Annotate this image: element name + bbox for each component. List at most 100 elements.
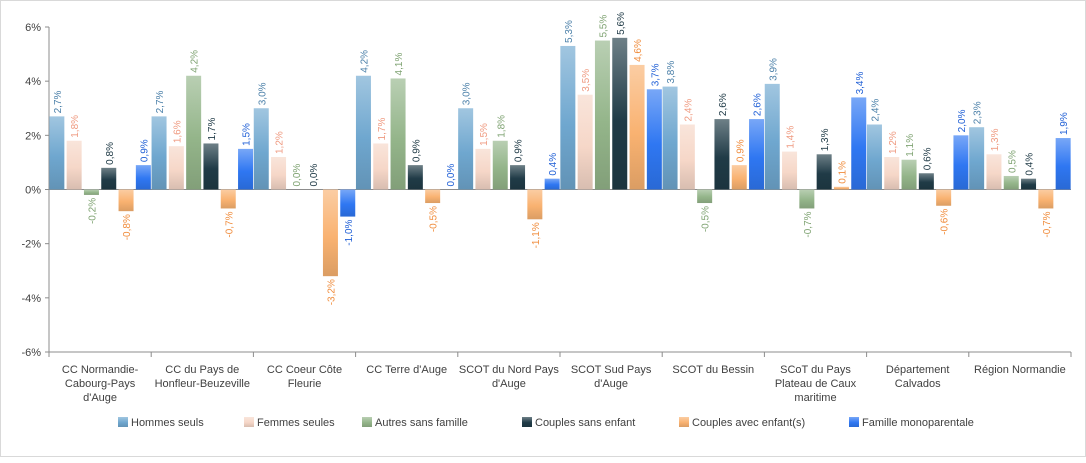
data-label: 1,4% — [786, 126, 797, 149]
data-label: 2,7% — [155, 90, 166, 113]
data-label: 4,1% — [394, 53, 405, 76]
bar — [407, 165, 423, 190]
bar — [66, 140, 82, 190]
data-label: 4,2% — [359, 50, 370, 73]
bar — [782, 151, 798, 190]
data-label: 0,9% — [139, 139, 150, 162]
data-label: 2,6% — [753, 93, 764, 116]
legend-label: Couples avec enfant(s) — [692, 417, 805, 429]
data-label: 2,0% — [957, 109, 968, 132]
bar — [901, 159, 917, 190]
bar — [731, 165, 747, 190]
data-label: 3,0% — [257, 82, 268, 105]
category-label: d'Auge — [492, 378, 526, 390]
category-label: CC du Pays de — [165, 364, 239, 376]
category-label: maritime — [794, 392, 836, 404]
legend-swatch — [118, 417, 128, 427]
data-label: -0,8% — [122, 214, 133, 240]
data-label: 2,7% — [53, 90, 64, 113]
data-label: 0,6% — [922, 147, 933, 170]
bar — [594, 40, 610, 190]
category-label: d'Auge — [83, 392, 117, 404]
category-labels: CC Normandie- Cabourg-Pays d'Auge CC du Pay… — [62, 364, 1066, 404]
data-label: 1,2% — [275, 131, 286, 154]
legend-swatch — [244, 417, 254, 427]
bar — [510, 165, 526, 190]
data-label: 1,8% — [496, 115, 507, 138]
data-label: 3,7% — [650, 63, 661, 86]
data-label: 1,1% — [905, 134, 916, 157]
bar — [918, 173, 934, 190]
data-label: -1,1% — [531, 222, 542, 248]
data-label: 3,8% — [666, 61, 677, 84]
y-tick-label: 6% — [25, 22, 41, 34]
bars — [49, 37, 1071, 277]
data-label: 0,4% — [1025, 153, 1036, 176]
bar — [884, 157, 900, 190]
legend-swatch — [362, 417, 372, 427]
data-label: 0,8% — [105, 142, 116, 165]
data-label: 2,4% — [870, 99, 881, 122]
bar — [458, 108, 474, 190]
bar — [986, 154, 1002, 190]
legend: Hommes seuls Femmes seules Autres sans fam… — [118, 417, 974, 429]
legend-swatch — [522, 417, 532, 427]
data-label: -0,2% — [87, 198, 98, 224]
data-label: 4,2% — [190, 50, 201, 73]
bar — [340, 189, 356, 217]
data-label: 0,1% — [837, 161, 848, 184]
bar — [425, 189, 441, 204]
bar — [373, 143, 389, 190]
data-label: -0,7% — [224, 211, 235, 237]
data-label: 5,6% — [616, 12, 627, 35]
data-label: 1,5% — [242, 123, 253, 146]
legend-label: Couples sans enfant — [535, 417, 635, 429]
y-tick-label: 4% — [25, 76, 41, 88]
data-label: 1,7% — [207, 118, 218, 141]
bar — [253, 108, 269, 190]
data-label: -0,7% — [1042, 211, 1053, 237]
bar — [527, 189, 543, 220]
bar — [1055, 138, 1071, 190]
data-label: 4,6% — [633, 39, 644, 62]
bar — [714, 119, 730, 190]
bar — [1038, 189, 1054, 209]
category-label: Plateau de Caux — [775, 378, 857, 390]
data-label: 1,5% — [479, 123, 490, 146]
bar — [612, 37, 628, 190]
bar — [953, 135, 969, 190]
bar — [1003, 175, 1019, 190]
legend-swatch — [849, 417, 859, 427]
bar — [322, 189, 338, 277]
legend-label: Autres sans famille — [375, 417, 468, 429]
legend-swatch — [679, 417, 689, 427]
data-label: 1,6% — [172, 120, 183, 143]
data-label: -0,7% — [803, 211, 814, 237]
y-tick-label: 0% — [25, 185, 41, 197]
bar — [238, 148, 254, 190]
data-label: 1,2% — [888, 131, 899, 154]
data-label: 0,0% — [292, 164, 303, 187]
data-label: 0,9% — [735, 139, 746, 162]
bar — [764, 83, 780, 190]
bar — [816, 154, 832, 190]
bar — [118, 189, 134, 212]
data-labels: 2,7% 1,8% -0,2% 0,8% -0,8% 0,9% 2,7% 1,6% 4,2% 1,… — [53, 12, 1070, 305]
data-label: 2,4% — [683, 99, 694, 122]
data-label: 0,9% — [411, 139, 422, 162]
data-label: -0,5% — [429, 206, 440, 232]
bar — [799, 189, 815, 209]
data-label: -0,6% — [940, 209, 951, 235]
data-label: -3,2% — [326, 279, 337, 305]
category-label: Cabourg-Pays — [65, 378, 136, 390]
axes: -6% -4% -2% 0% 2% 4% 6% — [21, 22, 1072, 359]
bar — [355, 75, 371, 190]
bar — [49, 116, 65, 190]
bar — [577, 94, 593, 190]
category-label: SCOT du Bessin — [672, 364, 754, 376]
category-label: CC Coeur Côte — [267, 364, 342, 376]
bar — [1021, 178, 1037, 190]
legend-label: Femmes seules — [257, 417, 335, 429]
